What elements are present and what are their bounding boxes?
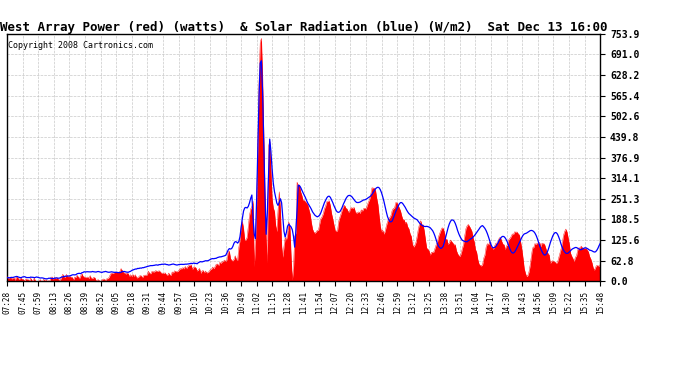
Title: West Array Power (red) (watts)  & Solar Radiation (blue) (W/m2)  Sat Dec 13 16:0: West Array Power (red) (watts) & Solar R…	[0, 21, 607, 34]
Text: Copyright 2008 Cartronics.com: Copyright 2008 Cartronics.com	[8, 41, 153, 50]
